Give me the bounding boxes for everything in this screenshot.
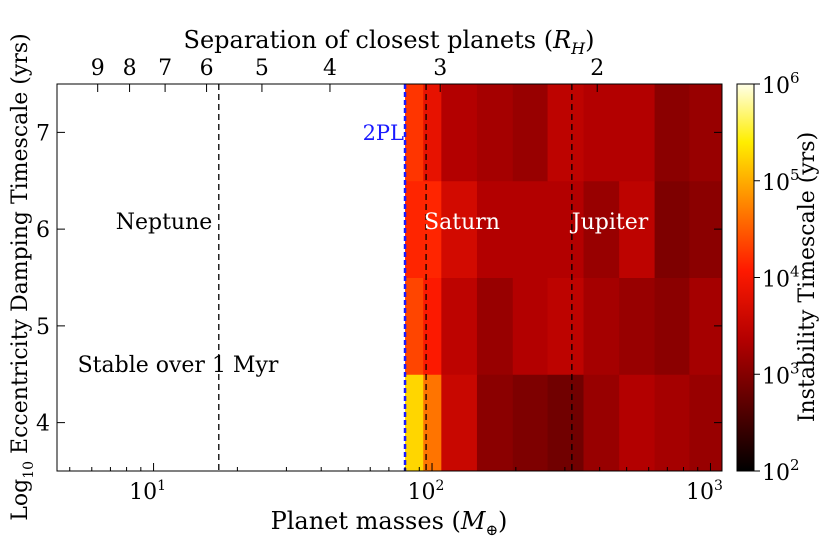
heatmap-cell: [583, 277, 620, 375]
top-tick-label: 8: [123, 56, 137, 81]
x-tick-labels: 101 102 103: [129, 478, 723, 505]
x-axis-label: Planet masses (M⊕): [271, 507, 508, 539]
heatmap-cell: [476, 374, 514, 472]
heatmap-cell: [405, 180, 424, 278]
y-tick-labels: 4 5 6 7: [36, 121, 50, 436]
top-tick-label: 9: [91, 56, 105, 81]
heatmap-cell: [405, 277, 424, 375]
axis-ticks: [57, 84, 722, 471]
colorbar-tick-label: 104: [762, 263, 800, 293]
heatmap-cell: [547, 180, 585, 278]
heatmap-cell: [476, 84, 514, 182]
top-tick-label: 3: [433, 56, 447, 81]
top-tick-label: 7: [158, 56, 172, 81]
plot-frame: [56, 83, 723, 472]
heatmap-cells: [405, 84, 723, 472]
heatmap-cell: [512, 180, 549, 278]
y-tick-label: 4: [36, 412, 50, 437]
heatmap-cell: [654, 180, 690, 278]
heatmap-cell: [405, 374, 424, 472]
heatmap-cell: [619, 180, 656, 278]
y-tick-label: 7: [36, 121, 50, 146]
heatmap-cell: [441, 180, 478, 278]
heatmap-cell: [654, 277, 690, 375]
heatmap-cell: [423, 180, 442, 278]
heatmap-cell: [441, 374, 478, 472]
heatmap-cell: [583, 374, 620, 472]
heatmap-cell: [619, 374, 656, 472]
colorbar-tick-label: 106: [762, 69, 800, 99]
colorbar-label: Instability Timescale (yrs): [795, 132, 820, 422]
heatmap-cell: [512, 277, 549, 375]
heatmap-cell: [441, 277, 478, 375]
heatmap-cell: [405, 84, 424, 182]
heatmap-cell: [476, 180, 514, 278]
jupiter-label: Jupiter: [570, 210, 649, 235]
heatmap-cell: [547, 84, 585, 182]
heatmap-cell: [547, 277, 585, 375]
heatmap-cell: [423, 84, 442, 182]
heatmap-cell: [423, 277, 442, 375]
heatmap-cell: [619, 84, 656, 182]
heatmap-cell: [476, 277, 514, 375]
colorbar: [736, 83, 755, 472]
reference-lines: [218, 84, 573, 471]
colorbar-tick-label: 102: [762, 456, 800, 486]
two-planet-boundary-label: 2PL: [363, 121, 404, 145]
saturn-label: Saturn: [424, 210, 500, 235]
top-tick-label: 5: [255, 56, 269, 81]
x-tick-label: 103: [686, 478, 723, 505]
heatmap-cell: [512, 84, 549, 182]
y-tick-label: 5: [36, 315, 50, 340]
x-tick-label: 102: [408, 478, 445, 505]
x-tick-label: 101: [129, 478, 166, 505]
colorbar-ticks: 102 103 104 105 106: [754, 69, 800, 486]
top-tick-label: 6: [200, 56, 214, 81]
colorbar-tick-label: 105: [762, 166, 800, 196]
heatmap-cell: [583, 84, 620, 182]
heatmap-cell: [654, 84, 690, 182]
colorbar-tick-label: 103: [762, 359, 800, 389]
heatmap-cell: [547, 374, 585, 472]
y-axis-label: Log10 Eccentricity Damping Timescale (yr…: [8, 33, 37, 520]
heatmap-cell: [654, 374, 690, 472]
stable-region-label: Stable over 1 Myr: [78, 353, 279, 378]
top-axis-label: Separation of closest planets (RH): [184, 26, 595, 58]
heatmap-cell: [512, 374, 549, 472]
heatmap-cell: [583, 180, 620, 278]
top-tick-label: 4: [323, 56, 337, 81]
top-tick-label: 2: [590, 56, 604, 81]
neptune-label: Neptune: [116, 210, 213, 235]
heatmap-cell: [619, 277, 656, 375]
y-tick-label: 6: [36, 218, 50, 243]
heatmap-cell: [441, 84, 478, 182]
heatmap-cell: [423, 374, 442, 472]
